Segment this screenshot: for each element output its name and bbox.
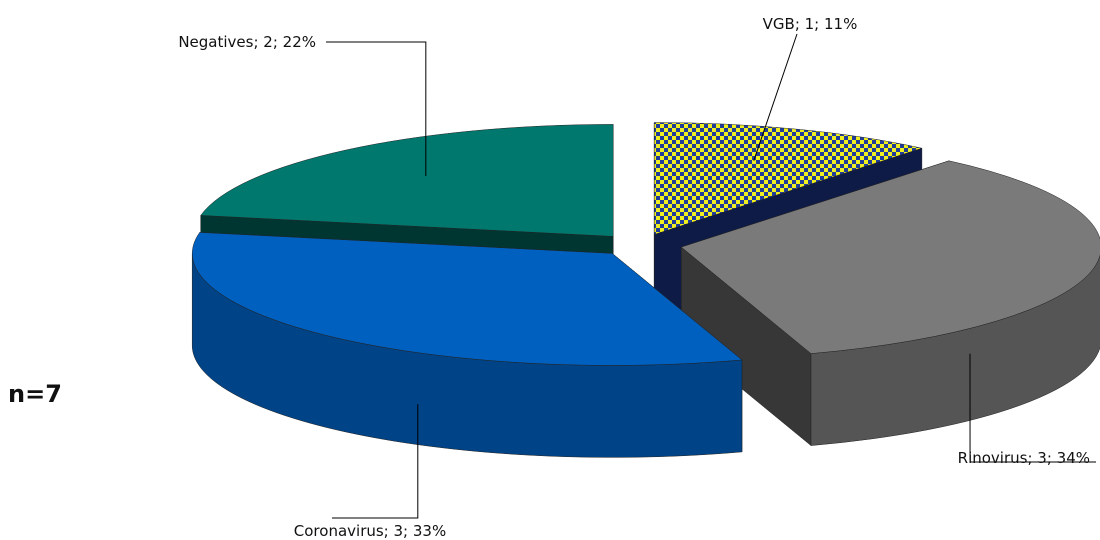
slice bbox=[200, 124, 614, 237]
slice bbox=[653, 122, 923, 235]
annotation: n=7 bbox=[8, 380, 62, 408]
data-label: Coronavirus; 3; 33% bbox=[294, 522, 446, 540]
leader-line bbox=[753, 33, 798, 161]
slice bbox=[680, 160, 1100, 354]
data-label: Negatives; 2; 22% bbox=[178, 33, 316, 51]
leader-line bbox=[969, 353, 1096, 463]
data-label: Rinovirus; 3; 34% bbox=[958, 449, 1090, 467]
leader-line bbox=[332, 404, 419, 519]
leader-line bbox=[326, 41, 427, 177]
slice bbox=[192, 232, 743, 366]
data-label: VGB; 1; 11% bbox=[763, 15, 858, 33]
